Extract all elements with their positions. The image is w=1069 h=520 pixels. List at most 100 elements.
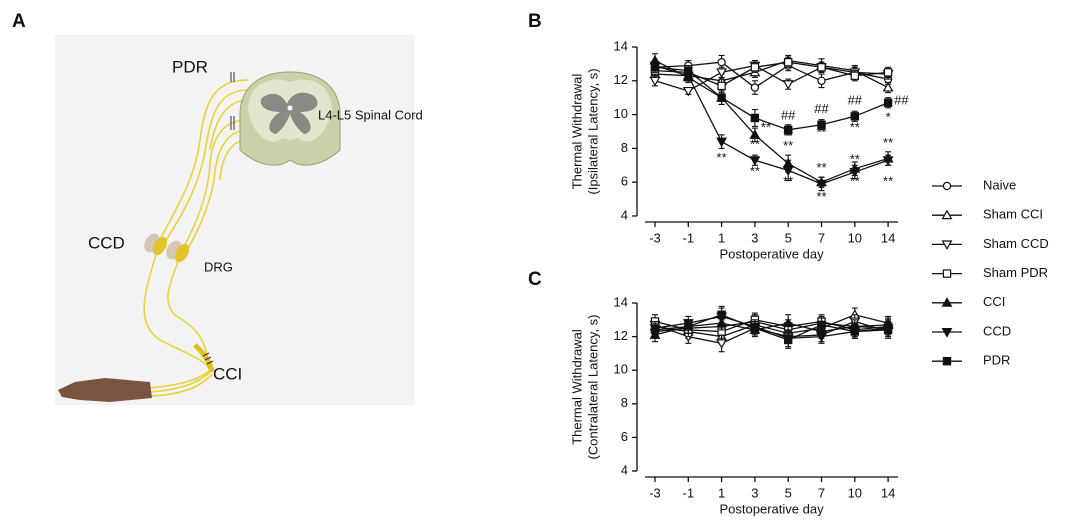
- legend-marker: [942, 357, 952, 366]
- series-line: [654, 59, 889, 89]
- legend-label: PDR: [983, 353, 1010, 368]
- data-point: [883, 325, 893, 335]
- legend-label: Sham PDR: [983, 265, 1048, 280]
- x-tick-label: -1: [683, 230, 695, 245]
- x-tick-label: 10: [848, 230, 862, 245]
- drg-label: DRG: [204, 259, 233, 274]
- x-tick-label: 10: [848, 485, 862, 500]
- annotation: **: [783, 138, 793, 153]
- x-tick-label: 14: [881, 485, 895, 500]
- drg: [144, 233, 190, 263]
- data-point: [750, 324, 760, 333]
- y-tick-label: 14: [614, 38, 628, 53]
- y-tick-label: 8: [621, 395, 628, 410]
- data-point: [782, 317, 794, 328]
- legend-marker: [941, 297, 953, 307]
- y-axis-label: (Contralateral Latency, s): [585, 315, 600, 460]
- y-tick-label: 14: [614, 294, 628, 309]
- data-point: [717, 310, 726, 319]
- sciatic-nerve: [193, 343, 215, 373]
- data-point: [817, 320, 826, 330]
- x-tick-label: 1: [718, 485, 725, 500]
- series-line: [654, 64, 889, 185]
- data-point: [883, 68, 893, 77]
- annotation: **: [850, 152, 860, 167]
- data-point: [649, 76, 661, 87]
- annotation: *: [886, 109, 891, 124]
- y-axis-label: (Ipsilateral Latency, s): [585, 68, 600, 194]
- annotation: ##: [894, 93, 909, 108]
- paw: [58, 378, 152, 402]
- data-point: [817, 76, 826, 86]
- spinal-cord-label: L4-L5 Spinal Cord: [318, 107, 423, 122]
- legend-marker: [941, 240, 953, 251]
- spinal-cord: [239, 71, 341, 166]
- data-point: [717, 81, 726, 91]
- data-point: [782, 166, 794, 176]
- annotation: **: [761, 120, 771, 135]
- series-line: [654, 320, 889, 333]
- x-tick-label: 14: [881, 230, 895, 245]
- x-tick-label: 7: [818, 230, 825, 245]
- y-tick-label: 6: [621, 429, 628, 444]
- annotation: **: [816, 125, 826, 140]
- ccd-label: CCD: [88, 233, 125, 252]
- data-point: [850, 71, 860, 80]
- panel-label: B: [528, 11, 542, 32]
- legend-label: Sham CCD: [983, 236, 1049, 251]
- panel-label: C: [528, 269, 542, 290]
- y-axis-label: Thermal Withdrawal: [569, 74, 584, 190]
- legend-marker: [942, 181, 952, 191]
- annotation: **: [816, 189, 826, 204]
- data-point: [684, 66, 693, 75]
- data-point: [783, 335, 793, 345]
- pdr-label: PDR: [172, 57, 208, 76]
- series-line: [654, 314, 889, 341]
- data-point: [782, 80, 794, 90]
- data-point: [749, 129, 761, 139]
- data-point: [816, 332, 827, 343]
- annotation: **: [783, 174, 793, 189]
- y-tick-label: 10: [614, 106, 628, 121]
- annotation: **: [750, 136, 760, 151]
- annotation: **: [717, 150, 727, 165]
- data-point: [716, 137, 728, 148]
- x-tick-label: 5: [785, 485, 792, 500]
- x-tick-label: 1: [718, 230, 725, 245]
- annotation: **: [783, 128, 793, 143]
- y-axis-label: Thermal Withdrawal: [569, 329, 584, 445]
- series-line: [654, 315, 889, 339]
- diagram-background: [55, 35, 415, 405]
- data-point: [882, 81, 894, 92]
- x-tick-label: -3: [649, 230, 661, 245]
- ligatures: [202, 72, 235, 365]
- x-axis-label: Postoperative day: [720, 501, 825, 516]
- data-point: [817, 120, 826, 129]
- y-tick-label: 4: [621, 207, 628, 222]
- legend-marker: [941, 328, 953, 338]
- data-point: [750, 63, 760, 72]
- annotation: ##: [848, 93, 863, 108]
- data-point: [883, 98, 893, 107]
- diagram: A: [12, 11, 423, 405]
- series-line: [654, 66, 889, 131]
- series-line: [654, 59, 889, 183]
- data-point: [817, 63, 826, 72]
- data-point: [716, 339, 728, 349]
- legend-label: Naive: [983, 177, 1016, 192]
- cci-label: CCI: [213, 364, 242, 383]
- annotation: **: [850, 174, 860, 189]
- legend-label: Sham CCI: [983, 207, 1043, 222]
- x-axis-label: Postoperative day: [720, 246, 825, 261]
- annotation: **: [883, 174, 893, 189]
- panel-label: A: [12, 11, 26, 32]
- x-tick-label: -3: [649, 485, 661, 500]
- data-point: [882, 156, 894, 166]
- annotation: **: [850, 120, 860, 135]
- data-point: [716, 68, 728, 78]
- x-tick-label: 5: [785, 230, 792, 245]
- series-line: [654, 314, 889, 338]
- data-point: [717, 93, 726, 102]
- data-point: [816, 179, 827, 190]
